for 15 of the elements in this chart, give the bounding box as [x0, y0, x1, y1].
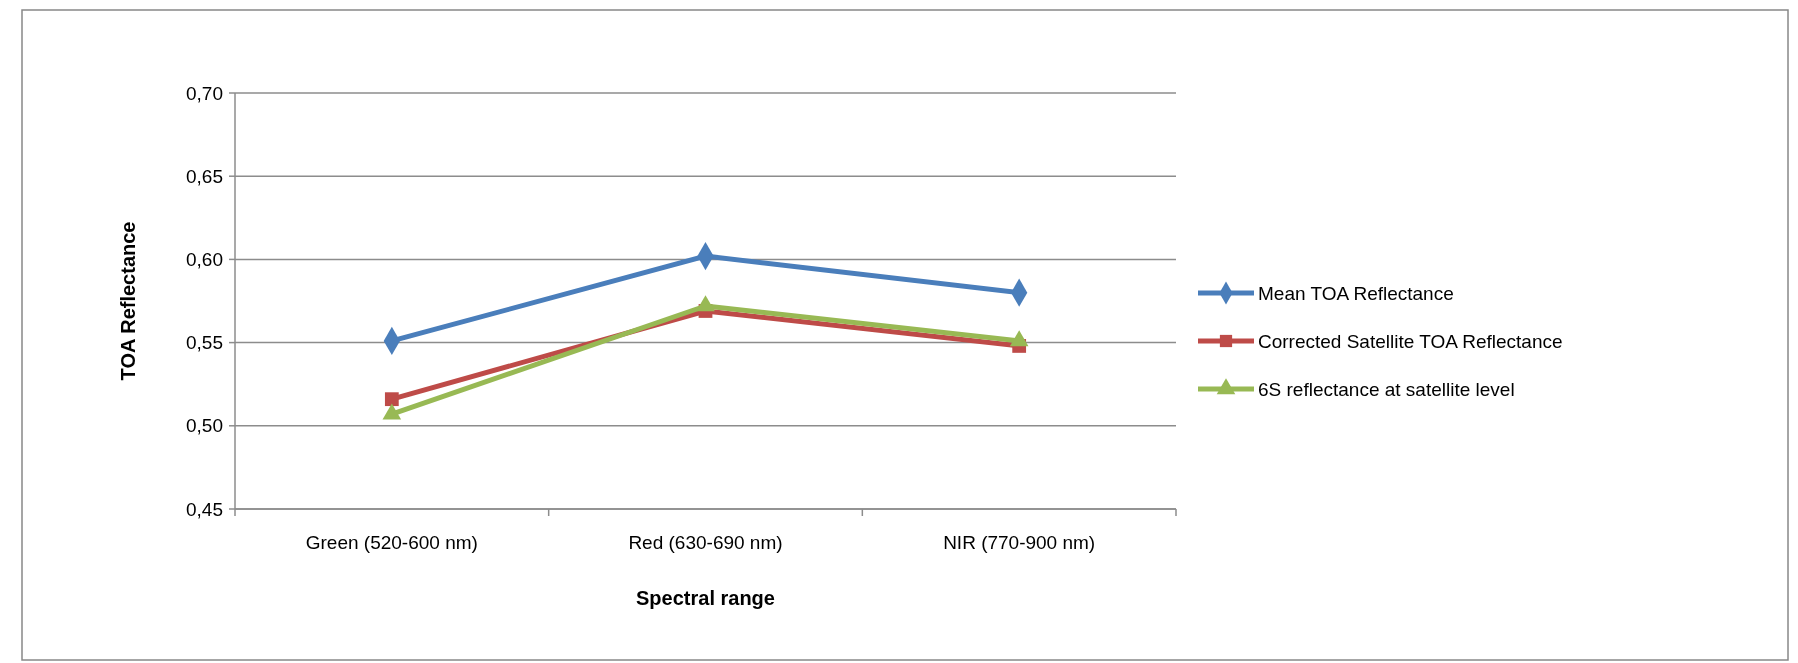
legend-label: 6S reflectance at satellite level — [1258, 378, 1515, 400]
legend-label: Mean TOA Reflectance — [1258, 282, 1454, 304]
x-tick-label: Red (630-690 nm) — [628, 532, 783, 553]
y-tick-label: 0,60 — [186, 249, 223, 271]
y-tick-label: 0,45 — [186, 498, 223, 520]
y-axis-title: TOA Reflectance — [117, 221, 139, 381]
y-tick-label: 0,55 — [186, 332, 223, 354]
legend-label: Corrected Satellite TOA Reflectance — [1258, 330, 1563, 352]
x-tick-label: NIR (770-900 nm) — [943, 532, 1096, 553]
y-tick-label: 0,65 — [186, 165, 223, 187]
y-tick-label: 0,50 — [186, 415, 223, 437]
y-tick-label: 0,70 — [186, 82, 223, 104]
x-axis-title: Spectral range — [636, 587, 775, 609]
x-tick-label: Green (520-600 nm) — [305, 532, 478, 553]
point — [384, 392, 399, 407]
